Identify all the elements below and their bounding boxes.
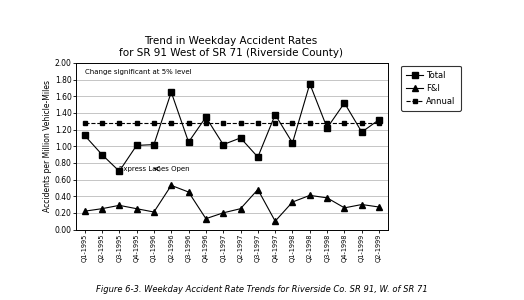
Annual (82, 121, 88, 125)
Annual (168, 121, 174, 125)
F&I (307, 194, 313, 197)
Total (151, 143, 157, 146)
Total (376, 118, 382, 122)
Annual (307, 121, 313, 125)
Annual (341, 121, 347, 125)
Annual (185, 121, 192, 125)
Annual (272, 121, 278, 125)
F&I (116, 204, 123, 207)
Text: for SR 91 West of SR 71 (Riverside County): for SR 91 West of SR 71 (Riverside Count… (118, 49, 343, 58)
Total (358, 130, 365, 134)
Text: Figure 6-3. Weekday Accident Rate Trends for Riverside Co. SR 91, W. of SR 71: Figure 6-3. Weekday Accident Rate Trends… (96, 285, 428, 294)
Annual (324, 121, 330, 125)
Text: Express Lanes Open: Express Lanes Open (119, 166, 190, 172)
F&I (203, 217, 209, 220)
Annual (237, 121, 244, 125)
Y-axis label: Accidents per Million Vehicle-Miles: Accidents per Million Vehicle-Miles (43, 80, 52, 212)
Total (237, 136, 244, 140)
Annual (220, 121, 226, 125)
F&I (134, 207, 140, 211)
Total (82, 134, 88, 137)
F&I (324, 196, 330, 200)
Total (272, 113, 278, 116)
F&I (151, 210, 157, 214)
F&I (341, 206, 347, 210)
Text: Change significant at 5% level: Change significant at 5% level (85, 69, 191, 75)
Text: Trend in Weekday Accident Rates: Trend in Weekday Accident Rates (144, 37, 317, 46)
F&I (255, 188, 261, 191)
Annual (203, 121, 209, 125)
Total (324, 126, 330, 130)
Legend: Total, F&I, Annual: Total, F&I, Annual (401, 65, 461, 111)
Line: Annual: Annual (83, 121, 381, 125)
F&I (272, 219, 278, 223)
F&I (376, 205, 382, 209)
F&I (99, 207, 105, 211)
Annual (99, 121, 105, 125)
Total (289, 141, 296, 145)
Annual (116, 121, 123, 125)
F&I (220, 211, 226, 215)
Annual (358, 121, 365, 125)
Total (134, 144, 140, 147)
Total (168, 90, 174, 94)
Annual (376, 121, 382, 125)
Total (185, 140, 192, 144)
F&I (289, 200, 296, 204)
F&I (82, 209, 88, 213)
Annual (134, 121, 140, 125)
Annual (151, 121, 157, 125)
Line: Total: Total (82, 81, 382, 174)
F&I (185, 190, 192, 194)
Total (255, 155, 261, 159)
F&I (168, 184, 174, 187)
Total (341, 101, 347, 105)
Annual (289, 121, 296, 125)
Total (116, 169, 123, 173)
F&I (358, 203, 365, 206)
F&I (237, 207, 244, 211)
Total (220, 143, 226, 146)
Total (99, 153, 105, 156)
Total (203, 115, 209, 119)
Line: F&I: F&I (82, 183, 382, 224)
Annual (255, 121, 261, 125)
Total (307, 82, 313, 85)
